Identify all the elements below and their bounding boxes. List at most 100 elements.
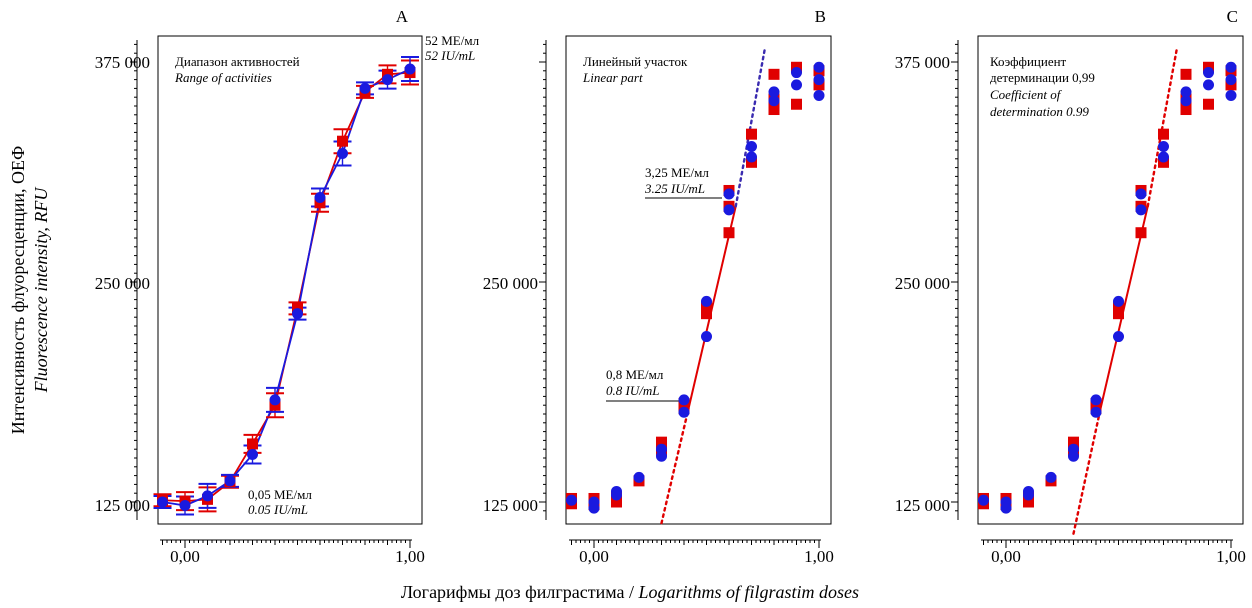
panel-a-point-square (247, 438, 258, 450)
panel-a-point-square (337, 135, 348, 147)
panel-c-point-circle (1158, 151, 1169, 163)
y-axis-title-en: Fluorescence intensity, RFU (31, 187, 51, 394)
panel-c-point-square (1135, 227, 1147, 239)
panel-a-series-1-line (162, 71, 411, 503)
panel-b-point-circle (768, 86, 780, 98)
panel-c-point-circle (1045, 471, 1057, 483)
panel-b-point-circle (723, 188, 735, 200)
panel-a-annot-title-en: Range of activities (174, 70, 272, 85)
x-axis-title: Логарифмы доз филграстима / Logarithms o… (401, 582, 859, 602)
panel-c-point-square (1113, 308, 1124, 320)
panel-c-point-circle (1068, 450, 1079, 462)
panel-b-point-circle (791, 79, 802, 91)
panel-c-point-circle (1090, 406, 1102, 418)
panel-b-point-circle (633, 471, 645, 483)
panel-b-point-circle (813, 89, 825, 101)
panel-a-ytick-375000: 375 000 (95, 53, 150, 72)
panel-b-point-circle (723, 204, 735, 216)
panel-c-frame (951, 35, 1244, 548)
panel-a-point-circle (382, 74, 393, 86)
panel-b-point-circle (701, 331, 712, 343)
panel-c-annot-ru-1: Коэффициент (990, 54, 1067, 69)
panel-b-ytick-250000: 250 000 (483, 274, 538, 293)
panel-b-point-circle (656, 450, 667, 462)
panel-b-frame (539, 35, 832, 548)
panel-c: C 375 000 250 000 125 000 0,00 1,00 Коэф… (895, 7, 1246, 566)
panel-c-fit-line-solid (1099, 206, 1149, 409)
panel-c-xtick-1: 1,00 (1216, 547, 1246, 566)
panel-b-box (565, 35, 832, 525)
panel-b-xtick-1: 1,00 (804, 547, 834, 566)
panel-c-point-circle (978, 494, 989, 506)
panel-b-ytick-125000: 125 000 (483, 496, 538, 515)
panel-b-point-circle (791, 67, 802, 79)
panel-b: B 250 000 125 000 0,00 1,00 Линейный уча… (483, 7, 834, 566)
panel-a-point-circle (202, 490, 213, 502)
panel-c-annot-ru-2: детерминации 0,99 (990, 70, 1095, 85)
panel-a-point-circle (359, 82, 371, 94)
panel-b-point-square (791, 98, 802, 110)
panel-b-point-square (768, 104, 780, 116)
panel-c-fit-line-dotted (1072, 407, 1102, 535)
panel-a-series-2-line (162, 68, 411, 507)
panel-c-letter: C (1227, 7, 1238, 26)
panel-c-point-circle (1023, 489, 1034, 501)
panel-b-xtick-0: 0,00 (579, 547, 609, 566)
panel-a-annot-top-ru: 52 МЕ/мл (425, 33, 480, 48)
panel-c-point-circle (1203, 67, 1214, 79)
panel-b-annot-lower-en: 0.8 IU/mL (606, 383, 659, 398)
panel-a-annot-top-en: 52 IU/mL (425, 48, 475, 63)
panel-a-letter: A (396, 7, 409, 26)
panel-c-point-circle (1225, 74, 1237, 86)
x-axis-title-ru: Логарифмы доз филграстима (401, 582, 625, 602)
panel-c-point-circle (1225, 89, 1237, 101)
panel-c-point-square (1203, 98, 1214, 110)
panel-c-plot-area (978, 46, 1237, 535)
panel-a-box (157, 35, 423, 525)
panel-a-point-circle (179, 500, 191, 512)
panel-a-annot-title-ru: Диапазон активностей (175, 54, 300, 69)
y-axis-title-ru: Интенсивность флуоресценции, ОЕФ (8, 146, 28, 434)
panel-b-annot-title-en: Linear part (582, 70, 643, 85)
panel-b-fit-line-dotted (734, 46, 767, 208)
panel-c-fit-line-dotted (1146, 46, 1179, 208)
panel-c-point-square (1180, 68, 1192, 80)
panel-b-annot-upper-ru: 3,25 МЕ/мл (645, 165, 709, 180)
panel-b-point-circle (678, 394, 690, 406)
panel-b-point-circle (701, 295, 712, 307)
panel-b-point-circle (566, 494, 577, 506)
panel-a-point-circle (292, 308, 303, 320)
panel-b-plot-area (566, 46, 825, 525)
panel-a-point-circle (314, 192, 326, 204)
panel-a-annot-bottom-ru: 0,05 МЕ/мл (248, 487, 312, 502)
panel-a-xtick-0: 0,00 (170, 547, 200, 566)
panel-b-point-circle (768, 95, 780, 107)
panel-c-point-circle (1113, 331, 1124, 343)
panel-c-point-circle (1158, 140, 1169, 152)
panel-b-point-circle (588, 502, 600, 514)
panel-c-ytick-125000: 125 000 (895, 496, 950, 515)
panel-c-point-circle (1203, 79, 1214, 91)
panel-c-point-circle (1090, 394, 1102, 406)
panel-c-annot-en-2: determination 0.99 (990, 104, 1089, 119)
panel-a-ytick-125000: 125 000 (95, 496, 150, 515)
x-axis-title-sep: / (625, 582, 639, 602)
panel-a-point-circle (157, 496, 168, 508)
panel-a-annot-bottom-en: 0.05 IU/mL (248, 502, 308, 517)
panel-a-point-circle (269, 394, 281, 406)
panel-c-point-square (1180, 104, 1192, 116)
panel-c-xtick-0: 0,00 (991, 547, 1021, 566)
panel-c-point-square (1023, 496, 1034, 508)
panel-b-point-square (701, 308, 712, 320)
panel-c-ytick-375000: 375 000 (895, 53, 950, 72)
panel-b-point-circle (813, 61, 825, 73)
x-axis-title-en: Logarithms of filgrastim doses (638, 582, 860, 602)
panel-b-point-circle (813, 74, 825, 86)
panel-b-point-square (611, 496, 622, 508)
panel-b-annot-upper-en: 3.25 IU/mL (644, 181, 705, 196)
panel-b-point-square (656, 436, 667, 448)
panel-b-annot-title-ru: Линейный участок (583, 54, 688, 69)
panel-c-ytick-250000: 250 000 (895, 274, 950, 293)
panel-b-fit-line-solid (687, 206, 737, 409)
